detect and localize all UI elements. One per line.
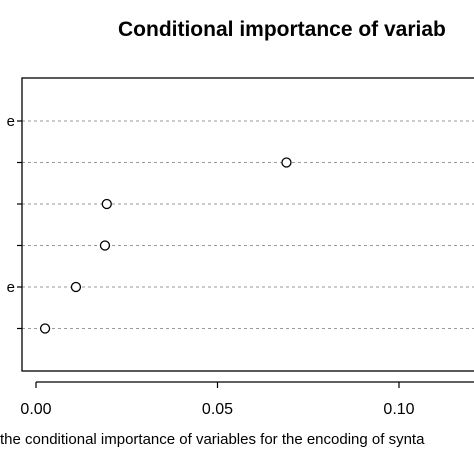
data-point [281,157,292,168]
y-tick-label: e [7,279,15,296]
figure-caption: the conditional importance of variables … [0,431,425,448]
x-tick-label: 0.10 [383,401,414,418]
data-point [39,323,51,334]
data-point [70,281,82,293]
y-tick-label: e [7,113,15,130]
x-tick-label: 0.00 [20,401,51,418]
data-point [99,240,111,251]
x-tick-label: 0.05 [202,401,233,418]
plot-frame [21,77,474,372]
chart-title: Conditional importance of variab [118,18,446,41]
data-point [101,198,112,210]
